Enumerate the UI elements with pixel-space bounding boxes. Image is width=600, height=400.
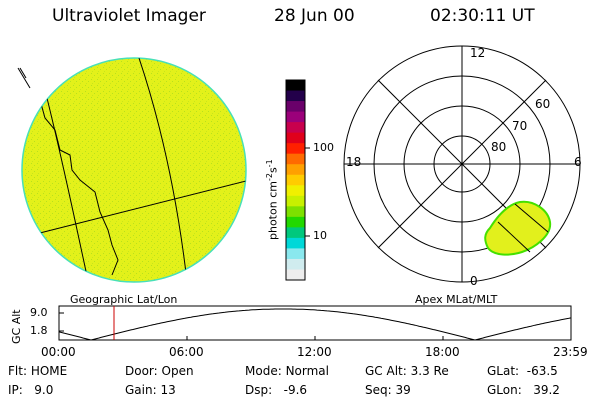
mode-label: Mode: — [245, 364, 282, 378]
status-ip: IP: 9.0 — [8, 383, 53, 397]
gcalt-value: 3.3 Re — [410, 364, 449, 378]
colorbar-s-text: s — [266, 167, 280, 174]
glon-label: GLon: — [487, 383, 522, 397]
glat-value: -63.5 — [526, 364, 558, 378]
status-gcalt: GC Alt: 3.3 Re — [365, 364, 449, 378]
xtick-label-0000: 00:00 — [41, 345, 76, 359]
colorbar-segment — [286, 248, 305, 260]
date-label: 28 Jun 00 — [274, 6, 355, 26]
time-label: 02:30:11 UT — [430, 6, 535, 26]
polar-plot — [343, 45, 581, 283]
seq-value: 39 — [395, 383, 411, 397]
mode-value: Normal — [285, 364, 329, 378]
seq-label: Seq: — [365, 383, 392, 397]
lat-label-60: 60 — [535, 97, 551, 111]
colorbar-exp1: -2 — [265, 173, 274, 182]
polar-caption: Apex MLat/MLT — [415, 293, 498, 306]
colorbar-segment — [286, 227, 305, 239]
status-glon: GLon: 39.2 — [487, 383, 560, 397]
colorbar-unit-text: photon cm — [266, 181, 280, 240]
mlt-label-18: 18 — [346, 155, 362, 169]
uv-disc-fill — [21, 57, 247, 283]
grid-line-outside — [17, 67, 31, 89]
colorbar-segment — [286, 258, 305, 271]
flt-label: Flt: — [8, 364, 27, 378]
status-mode: Mode: Normal — [245, 364, 329, 378]
xtick-label-2359: 23:59 — [553, 345, 588, 359]
alt-tick-label-18: 1.8 — [30, 324, 48, 337]
colorbar-segment — [286, 153, 305, 165]
mlt-label-0: 0 — [470, 274, 478, 288]
grid-tick — [19, 67, 27, 79]
xtick-label-0600: 06:00 — [169, 345, 204, 359]
mlt-label-12: 12 — [470, 46, 486, 60]
colorbar-label-10: 10 — [313, 229, 327, 242]
dsp-label: Dsp: — [245, 383, 273, 397]
status-gain: Gain: 13 — [125, 383, 176, 397]
gain-label: Gain: — [125, 383, 157, 397]
status-dsp: Dsp: -9.6 — [245, 383, 307, 397]
colorbar-segment — [286, 164, 305, 176]
flt-value: HOME — [30, 364, 68, 378]
xtick-label-1800: 18:00 — [425, 345, 460, 359]
colorbar-segment — [286, 80, 305, 92]
colorbar-segment — [286, 237, 305, 250]
auroral-oval-region — [484, 200, 552, 256]
grid-meridian-2 — [137, 58, 189, 282]
status-seq: Seq: 39 — [365, 383, 411, 397]
glon-value: 39.2 — [533, 383, 560, 397]
status-flt: Flt: HOME — [8, 364, 67, 378]
gcalt-label: GC Alt: — [365, 364, 407, 378]
colorbar-segment — [286, 269, 305, 281]
ip-value: 9.0 — [34, 383, 54, 397]
colorbar-frame — [285, 79, 306, 281]
instrument-title: Ultraviolet Imager — [52, 6, 206, 26]
oval-gridlines — [497, 203, 549, 253]
colorbar-segment — [286, 206, 305, 218]
door-value: Open — [161, 364, 194, 378]
colorbar-segment — [286, 216, 305, 228]
alt-tick-label-9: 9.0 — [30, 306, 48, 319]
ip-label: IP: — [8, 383, 23, 397]
altitude-curve — [58, 308, 572, 341]
polar-spoke-2 — [377, 79, 547, 249]
status-glat: GLat: -63.5 — [487, 364, 558, 378]
grid-meridian-1 — [44, 89, 91, 282]
altitude-plot — [58, 305, 572, 341]
colorbar-label-100: 100 — [313, 141, 334, 154]
alt-ylabel: GC Alt — [10, 309, 23, 344]
colorbar-segment — [286, 143, 305, 155]
colorbar-segment — [286, 185, 305, 197]
dsp-value: -9.6 — [283, 383, 308, 397]
uv-image-disc — [17, 57, 247, 283]
mlt-label-6: 6 — [574, 155, 582, 169]
lat-label-80: 80 — [491, 140, 507, 154]
oval-gridline-1 — [497, 221, 531, 253]
colorbar-segment — [286, 111, 305, 123]
left-panel-caption: Geographic Lat/Lon — [70, 293, 178, 306]
grid-parallel — [23, 179, 246, 238]
colorbar-segment — [286, 195, 305, 207]
gain-value: 13 — [160, 383, 176, 397]
colorbar-segment — [286, 132, 305, 144]
colorbar-segment — [286, 122, 305, 134]
door-label: Door: — [125, 364, 158, 378]
xtick-label-1200: 12:00 — [297, 345, 332, 359]
oval-gridline-2 — [514, 203, 549, 233]
colorbar-segment — [286, 101, 305, 113]
status-door: Door: Open — [125, 364, 194, 378]
glat-label: GLat: — [487, 364, 520, 378]
colorbar-unit: photon cm-2s-1 — [265, 159, 280, 240]
colorbar-exp2: -1 — [265, 159, 274, 168]
colorbar-segment — [286, 174, 305, 186]
lat-label-70: 70 — [512, 119, 528, 133]
colorbar-segment — [286, 90, 305, 102]
colorbar — [285, 79, 306, 281]
